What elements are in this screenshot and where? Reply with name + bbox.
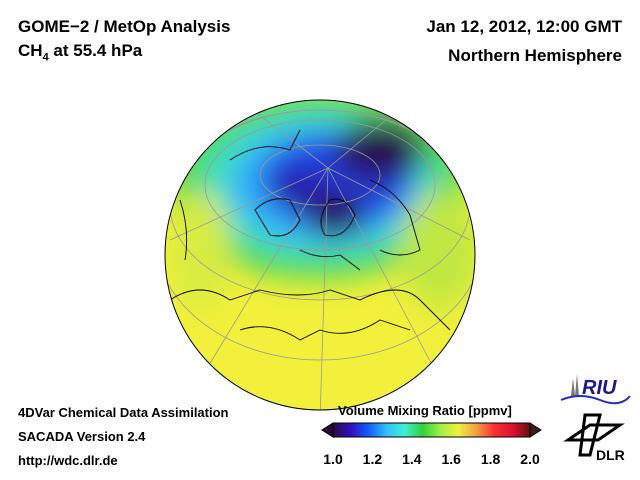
footer-url: http://wdc.dlr.de bbox=[18, 453, 118, 468]
colorbar-tick-label: 1.8 bbox=[480, 451, 501, 467]
riu-logo-text: RIU bbox=[582, 377, 617, 399]
colorbar bbox=[321, 422, 542, 438]
colorbar-tick-label: 2.0 bbox=[520, 451, 540, 467]
species-subscript: 4 bbox=[42, 51, 49, 64]
dlr-logo bbox=[563, 413, 625, 457]
colorbar-min-arrow bbox=[321, 422, 334, 438]
colorbar-tick-label: 1.4 bbox=[402, 451, 422, 467]
colorbar-tick-label: 1.0 bbox=[323, 451, 343, 467]
region: Northern Hemisphere bbox=[448, 46, 622, 65]
dlr-logo-text: DLR bbox=[596, 447, 625, 463]
colorbar-title: Volume Mixing Ratio [ppmv] bbox=[338, 403, 512, 418]
globe-outline bbox=[164, 99, 476, 411]
footer-line-1: 4DVar Chemical Data Assimilation bbox=[18, 405, 229, 420]
colorbar-tick-label: 1.6 bbox=[441, 451, 461, 467]
coastlines bbox=[169, 129, 451, 341]
pressure-level: at 55.4 hPa bbox=[48, 41, 143, 60]
riu-logo bbox=[560, 374, 631, 405]
colorbar-max-arrow bbox=[529, 422, 542, 438]
species: CH bbox=[18, 41, 43, 60]
colorbar-tick-label: 1.2 bbox=[362, 451, 383, 467]
datetime: Jan 12, 2012, 12:00 GMT bbox=[426, 17, 622, 36]
footer-line-2: SACADA Version 2.4 bbox=[18, 429, 146, 444]
product-title: GOME−2 / MetOp Analysis bbox=[18, 17, 231, 36]
species-level: CH4 at 55.4 hPa bbox=[18, 41, 142, 63]
